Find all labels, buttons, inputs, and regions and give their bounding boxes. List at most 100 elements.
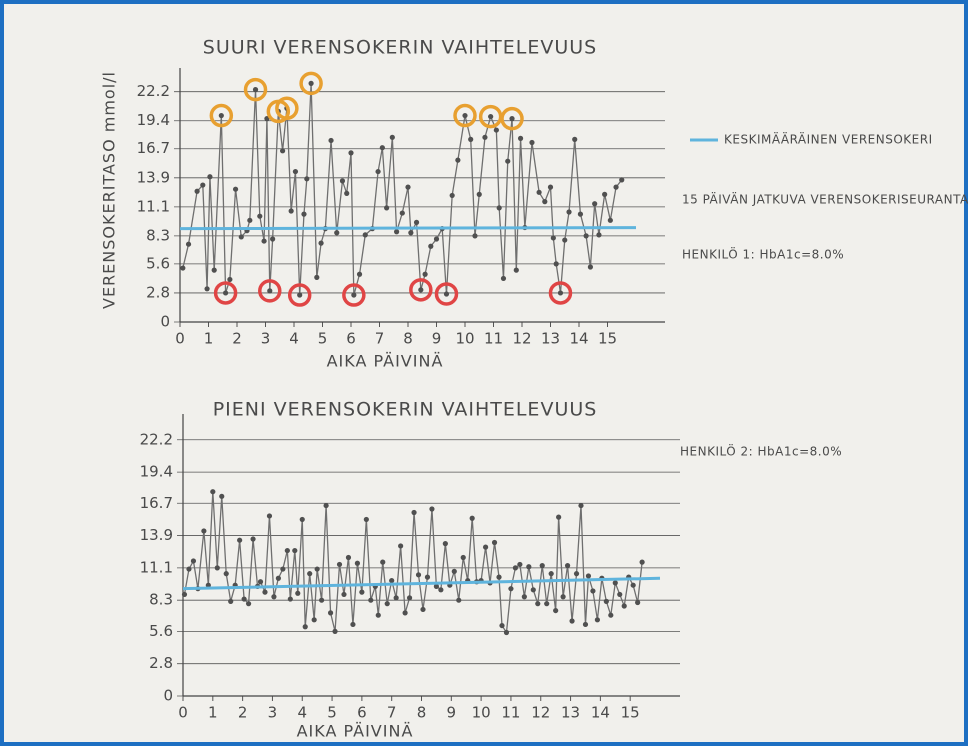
data-point [569, 618, 575, 624]
data-point [583, 233, 589, 239]
data-point [608, 612, 614, 618]
data-point [482, 134, 488, 140]
data-point [587, 264, 594, 270]
highlight-ring [409, 278, 433, 302]
x-tick-label: 5 [318, 330, 328, 348]
data-point [334, 230, 340, 236]
y-tick-label: 16.7 [137, 139, 170, 157]
data-point [422, 271, 428, 277]
data-point [442, 541, 448, 547]
data-point [491, 539, 498, 546]
annotation: 15 PÄIVÄN JATKUVA VERENSOKERISEURANTA [682, 192, 968, 207]
chart-title: PIENI VERENSOKERIN VAIHTELEVUUS [213, 399, 598, 421]
data-point [493, 127, 499, 133]
data-point [280, 148, 286, 154]
data-point [308, 80, 314, 86]
data-point [223, 290, 229, 296]
data-point [389, 577, 395, 584]
y-tick-label: 8.3 [146, 226, 170, 244]
data-point [557, 290, 564, 296]
y-tick-label: 11.1 [137, 197, 170, 215]
data-point [539, 562, 545, 569]
data-point [556, 514, 562, 520]
data-point [420, 606, 426, 613]
data-point [287, 596, 293, 602]
y-tick-label: 5.6 [149, 622, 173, 640]
data-point [185, 241, 192, 247]
data-point [433, 583, 440, 589]
data-point [399, 210, 405, 216]
y-tick-label: 19.4 [140, 463, 173, 481]
data-point [415, 572, 422, 578]
data-point [211, 267, 217, 273]
data-point [402, 610, 408, 616]
highlight-ring [548, 281, 573, 305]
data-point [295, 590, 301, 596]
data-point [350, 621, 356, 628]
x-tick-label: 14 [569, 330, 588, 348]
mean-line [182, 576, 661, 591]
data-point [375, 612, 381, 618]
data-point [468, 136, 474, 142]
data-point [304, 176, 310, 182]
data-point [275, 575, 281, 581]
data-point [544, 601, 550, 607]
x-tick-label: 4 [289, 330, 299, 348]
data-point [547, 184, 554, 190]
data-point [186, 566, 192, 572]
data-point [621, 603, 627, 609]
data-point [517, 561, 523, 568]
data-point [509, 116, 515, 122]
legend-label: KESKIMÄÄRÄINEN VERENSOKERI [724, 132, 933, 147]
data-point [526, 564, 532, 570]
data-point [205, 582, 211, 588]
data-point [257, 579, 264, 585]
y-tick-label: 2.8 [149, 654, 173, 672]
data-point [375, 168, 381, 175]
data-point [602, 191, 608, 197]
highlight-ring [299, 71, 323, 96]
x-tick-label: 6 [346, 330, 356, 348]
highlight-ring [453, 103, 477, 128]
data-point [462, 112, 468, 119]
data-point [582, 621, 589, 628]
data-point [594, 617, 600, 623]
x-axis-label: AIKA PÄIVINÄ [297, 722, 414, 741]
x-tick-label: 14 [591, 704, 610, 722]
data-point [238, 234, 244, 240]
y-tick-label: 22.2 [140, 430, 173, 448]
data-point [566, 209, 572, 215]
data-point [398, 543, 404, 549]
data-point [237, 537, 243, 543]
data-point [190, 558, 197, 564]
x-tick-label: 12 [512, 330, 531, 348]
data-point [363, 516, 369, 523]
data-point [232, 186, 239, 192]
x-tick-label: 1 [208, 704, 218, 722]
data-point [418, 287, 424, 293]
data-point [460, 554, 466, 561]
data-point [413, 219, 420, 225]
data-point [214, 565, 220, 571]
data-point [228, 598, 234, 604]
data-point [553, 261, 559, 267]
data-point [535, 601, 541, 607]
data-point [578, 502, 584, 509]
annotation: HENKILÖ 1: HbA1c=8.0% [682, 246, 844, 262]
x-tick-label: 8 [417, 704, 427, 722]
data-point [451, 568, 457, 574]
data-point [496, 574, 502, 580]
data-point [590, 588, 596, 594]
data-point [362, 232, 368, 238]
data-point [612, 580, 618, 586]
data-point [505, 158, 511, 164]
mean-line [179, 226, 637, 231]
data-point [585, 573, 592, 579]
data-point [307, 571, 313, 577]
x-tick-label: 3 [268, 704, 278, 722]
data-point [262, 589, 268, 595]
data-point [553, 607, 559, 614]
x-tick-label: 2 [238, 704, 248, 722]
data-point [476, 191, 482, 197]
